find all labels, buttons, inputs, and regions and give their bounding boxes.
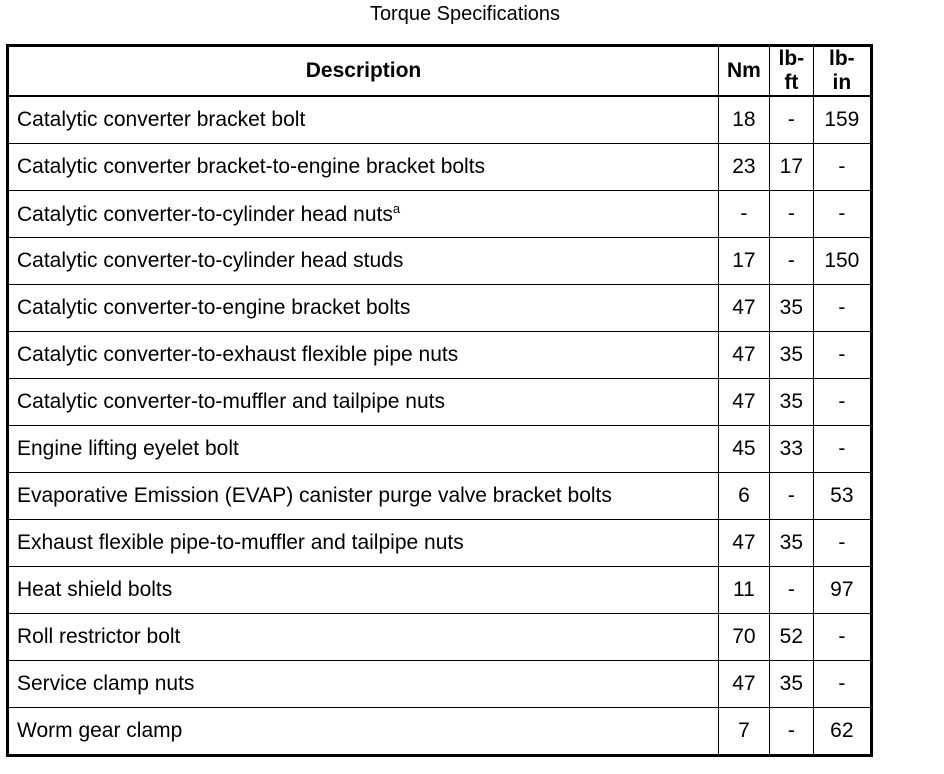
lbft-cell: - [768,472,814,520]
description-text: Catalytic converter bracket-to-engine br… [17,155,486,178]
nm-cell: 47 [718,378,770,426]
lbin-cell: 53 [812,472,872,520]
torque-spec-table: Description Nm lb-ft lb-in Catalytic con… [6,44,873,757]
lbft-cell: - [768,707,814,756]
lbft-cell: 52 [768,613,814,661]
description-text: Evaporative Emission (EVAP) canister pur… [17,484,612,507]
lbft-cell: 35 [768,378,814,426]
description-text: Roll restrictor bolt [17,625,181,648]
description-text: Heat shield bolts [17,578,173,601]
description-text: Service clamp nuts [17,672,195,695]
table-row: Heat shield bolts 11-97 [7,566,872,614]
nm-cell: 47 [718,519,770,567]
lbft-cell: - [768,95,814,144]
lbft-cell: 35 [768,284,814,332]
table-row: Catalytic converter-to-muffler and tailp… [7,378,872,426]
footnote-marker: a [392,201,401,216]
nm-cell: 47 [718,660,770,708]
description-cell: Catalytic converter-to-muffler and tailp… [7,378,719,426]
lbin-cell: - [812,613,872,661]
nm-cell: 6 [718,472,770,520]
lbin-cell: - [812,143,872,191]
table-row: Service clamp nuts 47 35- [7,660,872,708]
nm-cell: - [718,190,770,238]
description-text: Catalytic converter-to-cylinder head nut… [17,203,393,226]
description-cell: Worm gear clamp [7,707,719,756]
description-cell: Catalytic converter-to-engine bracket bo… [7,284,719,332]
lbin-cell: - [812,284,872,332]
lbft-cell: - [768,190,814,238]
nm-cell: 17 [718,237,770,285]
table-row: Evaporative Emission (EVAP) canister pur… [7,472,872,520]
table-row: Catalytic converter-to-exhaust flexible … [7,331,872,379]
description-text: Worm gear clamp [17,719,183,742]
description-cell: Evaporative Emission (EVAP) canister pur… [7,472,719,520]
header-nm: Nm [718,45,770,97]
nm-cell: 7 [718,707,770,756]
lbft-cell: 35 [768,519,814,567]
table-row: Catalytic converter bracket-to-engine br… [7,143,872,191]
lbin-cell: 62 [812,707,872,756]
nm-cell: 18 [718,95,770,144]
table-title: Torque Specifications [369,3,561,25]
description-cell: Exhaust flexible pipe-to-muffler and tai… [7,519,719,567]
table-row: Catalytic converter-to-cylinder head nut… [7,190,872,238]
description-cell: Heat shield bolts [7,566,719,614]
table-row: Catalytic converter-to-cylinder head stu… [7,237,872,285]
lbin-cell: - [812,660,872,708]
description-cell: Engine lifting eyelet bolt [7,425,719,473]
lbin-cell: - [812,190,872,238]
lbin-cell: 159 [812,95,872,144]
header-lbin: lb-in [812,45,872,97]
header-description: Description [7,45,719,97]
nm-cell: 11 [718,566,770,614]
table-row: Engine lifting eyelet bolt 45 33- [7,425,872,473]
nm-cell: 23 [718,143,770,191]
table-row: Roll restrictor bolt 70 52- [7,613,872,661]
nm-cell: 47 [718,284,770,332]
nm-cell: 47 [718,331,770,379]
lbin-cell: - [812,519,872,567]
lbft-cell: - [768,237,814,285]
table-row: Catalytic converter-to-engine bracket bo… [7,284,872,332]
lbft-cell: 35 [768,660,814,708]
description-cell: Service clamp nuts [7,660,719,708]
lbft-cell: - [768,566,814,614]
description-text: Catalytic converter-to-engine bracket bo… [17,296,411,319]
lbin-cell: 97 [812,566,872,614]
description-cell: Roll restrictor bolt [7,613,719,661]
description-cell: Catalytic converter bracket-to-engine br… [7,143,719,191]
description-cell: Catalytic converter-to-exhaust flexible … [7,331,719,379]
nm-cell: 45 [718,425,770,473]
header-row: Description Nm lb-ft lb-in [7,45,872,97]
lbft-cell: 33 [768,425,814,473]
table-row: Exhaust flexible pipe-to-muffler and tai… [7,519,872,567]
lbin-cell: - [812,425,872,473]
description-text: Catalytic converter bracket bolt [17,108,306,131]
description-text: Catalytic converter-to-exhaust flexible … [17,343,459,366]
description-cell: Catalytic converter-to-cylinder head nut… [7,190,719,238]
lbin-cell: - [812,378,872,426]
nm-cell: 70 [718,613,770,661]
table-row: Worm gear clamp 7-62 [7,707,872,756]
lbin-cell: 150 [812,237,872,285]
description-cell: Catalytic converter bracket bolt [7,95,719,144]
lbin-cell: - [812,331,872,379]
description-text: Catalytic converter-to-muffler and tailp… [17,390,445,413]
lbft-cell: 35 [768,331,814,379]
description-text: Catalytic converter-to-cylinder head stu… [17,249,404,272]
description-cell: Catalytic converter-to-cylinder head stu… [7,237,719,285]
header-lbft: lb-ft [768,45,814,97]
description-text: Exhaust flexible pipe-to-muffler and tai… [17,531,464,554]
lbft-cell: 17 [768,143,814,191]
table-row: Catalytic converter bracket bolt 18-159 [7,95,872,144]
description-text: Engine lifting eyelet bolt [17,437,239,460]
